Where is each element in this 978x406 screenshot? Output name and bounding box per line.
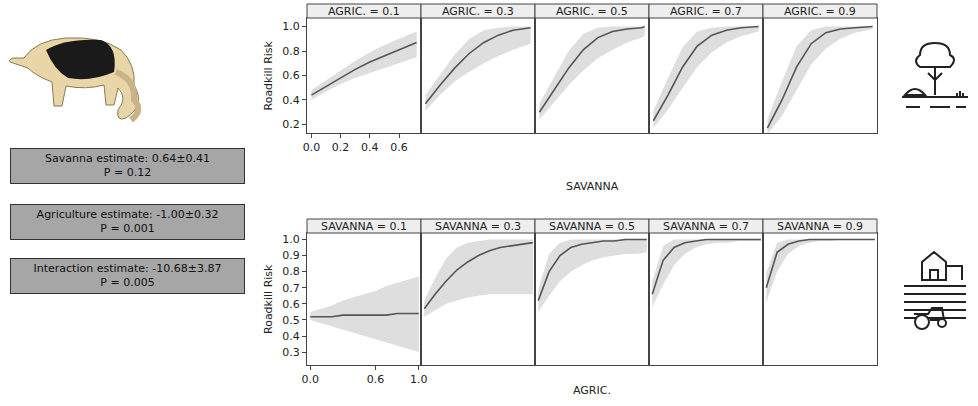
html-text:P = 0.12: P = 0.12 xyxy=(103,166,152,179)
svg-text:0.0: 0.0 xyxy=(302,373,320,386)
html-text:P = 0.001: P = 0.001 xyxy=(100,222,155,235)
svg-text:0.3: 0.3 xyxy=(282,346,300,359)
svg-text:AGRIC. = 0.7: AGRIC. = 0.7 xyxy=(670,5,742,18)
html-text:Savanna estimate: 0.64±0.41: Savanna estimate: 0.64±0.41 xyxy=(45,152,210,165)
svg-text:0.4: 0.4 xyxy=(282,94,300,107)
svg-text:SAVANNA = 0.9: SAVANNA = 0.9 xyxy=(777,220,863,233)
svg-text:0.8: 0.8 xyxy=(282,45,300,58)
svg-text:0.6: 0.6 xyxy=(367,373,385,386)
svg-text:AGRIC.: AGRIC. xyxy=(573,384,611,397)
svg-text:0.8: 0.8 xyxy=(282,265,300,278)
svg-text:0.7: 0.7 xyxy=(282,282,300,295)
html-text:Interaction estimate: -10.68±3: Interaction estimate: -10.68±3.87 xyxy=(33,262,222,275)
svg-text:0.6: 0.6 xyxy=(282,69,300,82)
svg-text:0.4: 0.4 xyxy=(282,330,300,343)
svg-text:0.5: 0.5 xyxy=(282,314,300,327)
svg-text:0.0: 0.0 xyxy=(303,141,321,154)
svg-text:0.2: 0.2 xyxy=(332,141,350,154)
svg-text:0.9: 0.9 xyxy=(282,249,300,262)
html-text:Agriculture estimate: -1.00±0.: Agriculture estimate: -1.00±0.32 xyxy=(36,208,219,221)
svg-text:1.0: 1.0 xyxy=(410,373,428,386)
svg-text:AGRIC. = 0.1: AGRIC. = 0.1 xyxy=(328,5,400,18)
svg-text:Roadkill Risk: Roadkill Risk xyxy=(262,40,275,110)
svg-text:0.4: 0.4 xyxy=(361,141,379,154)
svg-text:AGRIC. = 0.3: AGRIC. = 0.3 xyxy=(442,5,514,18)
svg-text:SAVANNA = 0.5: SAVANNA = 0.5 xyxy=(549,220,635,233)
svg-text:SAVANNA = 0.1: SAVANNA = 0.1 xyxy=(321,220,407,233)
svg-text:SAVANNA = 0.7: SAVANNA = 0.7 xyxy=(663,220,749,233)
svg-text:0.6: 0.6 xyxy=(282,298,300,311)
svg-text:SAVANNA = 0.3: SAVANNA = 0.3 xyxy=(435,220,521,233)
svg-text:AGRIC. = 0.9: AGRIC. = 0.9 xyxy=(784,5,856,18)
svg-text:SAVANNA: SAVANNA xyxy=(566,180,619,193)
svg-text:1.0: 1.0 xyxy=(282,20,300,33)
svg-text:AGRIC. = 0.5: AGRIC. = 0.5 xyxy=(556,5,628,18)
svg-text:1.0: 1.0 xyxy=(282,233,300,246)
html-text:P = 0.005: P = 0.005 xyxy=(100,276,155,289)
svg-text:0.2: 0.2 xyxy=(282,118,300,131)
svg-text:0.6: 0.6 xyxy=(390,141,408,154)
svg-text:Roadkill Risk: Roadkill Risk xyxy=(262,264,275,334)
